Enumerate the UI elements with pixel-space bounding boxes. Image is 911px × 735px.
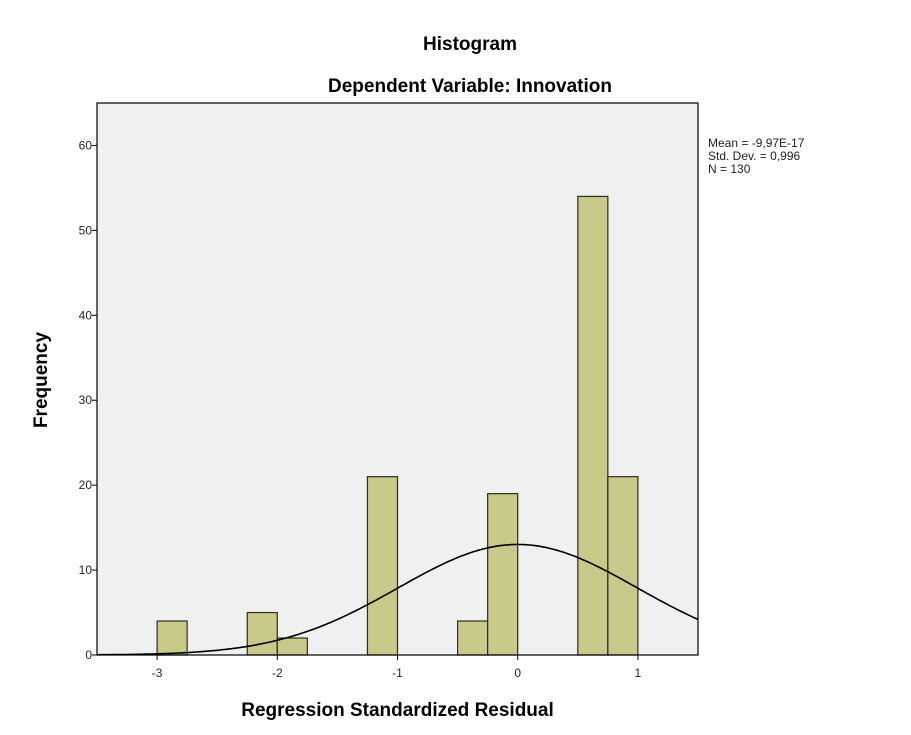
chart-title: Histogram [423,34,517,55]
histogram-bar [276,637,308,656]
y-tick-label: 20 [79,478,93,492]
x-tick-label: -2 [272,666,283,680]
histogram-bar [246,611,278,656]
histogram-bar [457,620,489,656]
histogram-bar [366,476,399,656]
histogram-bar [487,493,519,656]
histogram-bar [607,476,639,656]
y-tick-label: 40 [79,308,93,322]
histogram-bar [577,195,609,656]
x-tick-label: -3 [152,666,163,680]
y-tick-label: 60 [79,138,93,152]
y-tick-label: 30 [79,393,93,407]
stats-std-dev: Std. Dev. = 0,996 [708,149,801,163]
histogram-bar [156,620,188,656]
x-tick-label: 0 [514,666,521,680]
chart-subtitle: Dependent Variable: Innovation [328,76,612,97]
y-axis-label: Frequency [31,331,52,429]
y-tick-label: 50 [79,223,93,237]
stats-n: N = 130 [708,162,751,176]
stats-legend: Mean = -9,97E-17 Std. Dev. = 0,996 N = 1… [708,137,804,176]
normal-curve [96,543,699,656]
x-axis-label: Regression Standardized Residual [241,700,554,721]
x-tick-label: -1 [392,666,403,680]
y-tick-label: 10 [79,563,93,577]
x-tick-label: 1 [635,666,642,680]
y-tick-label: 0 [85,648,92,662]
stats-mean: Mean = -9,97E-17 [708,136,805,150]
